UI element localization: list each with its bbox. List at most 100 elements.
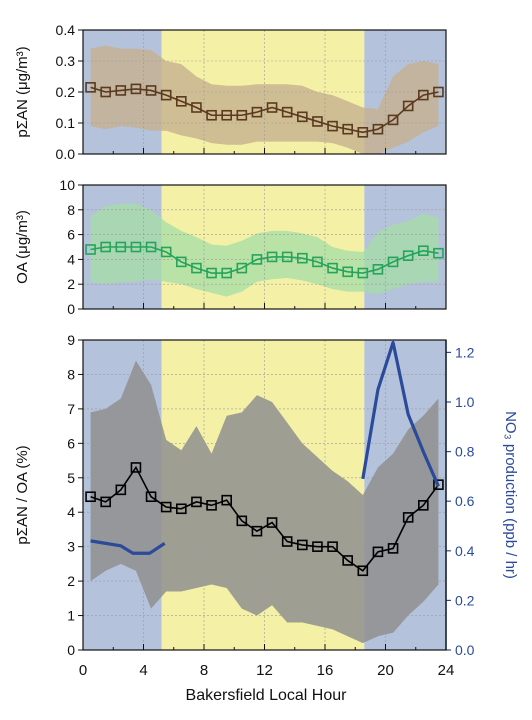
oa-data-point — [342, 266, 353, 278]
shared-x-axis: 0 4 8 12 16 20 24 — [79, 662, 455, 679]
pan-data-point — [433, 86, 444, 98]
oa-data-point — [130, 241, 142, 253]
ratio-data-point — [160, 501, 172, 513]
ratio-data-point — [387, 543, 399, 554]
y2-tick-label: 0.2 — [455, 592, 475, 608]
ratio-data-point — [402, 512, 414, 523]
oa-data-point — [297, 252, 308, 264]
ratio-data-point — [236, 515, 248, 527]
y-axis-label: pΣAN (μg/m³) — [14, 46, 31, 137]
ratio-data-point — [145, 491, 157, 503]
oa-data-point — [236, 262, 248, 274]
oa-data-point — [387, 256, 399, 268]
y-axis-label: pΣAN / OA (%) — [14, 445, 31, 544]
y-tick-label: 9 — [67, 332, 75, 348]
oa-data-point — [100, 241, 111, 253]
y-tick-label: 10 — [59, 177, 75, 193]
y2-tick-label: 0.4 — [455, 543, 475, 559]
oa-data-point — [176, 256, 187, 268]
ratio-data-point — [342, 555, 353, 566]
ratio-data-point — [130, 462, 142, 473]
y-tick-label: 0 — [67, 301, 75, 317]
y-tick-label: 0 — [67, 642, 75, 658]
pan-data-point — [206, 109, 217, 121]
pan-data-point — [342, 123, 353, 135]
ratio-data-point — [100, 496, 111, 508]
x-tick-label: 0 — [79, 662, 87, 679]
panel-frame — [82, 339, 447, 651]
oa-data-point — [357, 267, 369, 279]
y-axis-label: OA (μg/m³) — [14, 210, 31, 284]
pan-data-point — [402, 100, 414, 112]
pan-data-point — [357, 127, 369, 138]
oa-data-point — [160, 246, 172, 258]
pan-data-point — [327, 120, 338, 132]
panel-pan: 0.0 0.1 0.2 0.3 0.4 pΣAN (μg/m³) — [14, 22, 447, 162]
no3-production-line — [90, 539, 166, 555]
pan-data-point — [266, 102, 278, 113]
pan-data-point — [312, 116, 323, 127]
y-tick-label: 0.4 — [56, 22, 76, 38]
panel-ratio-no3: 0 1 2 3 4 5 6 7 8 9 0.0 0.2 0.4 0.6 0.8 1.0 1.2 NO₃ produ… — [14, 332, 519, 658]
oa-data-point — [266, 251, 278, 263]
oa-data-point — [372, 264, 384, 275]
y2-tick-label: 0.0 — [455, 642, 475, 658]
no3-production-line — [361, 340, 440, 487]
pan-data-point — [251, 106, 263, 118]
pan-data-point — [297, 111, 308, 123]
pan-data-point — [130, 83, 142, 95]
y-tick-label: 3 — [67, 539, 75, 555]
y2-tick-label: 1.0 — [455, 394, 475, 410]
ratio-data-point — [191, 496, 202, 508]
oa-data-point — [418, 245, 429, 257]
pan-data-point — [160, 89, 172, 101]
oa-data-point — [191, 262, 202, 274]
y-tick-label: 5 — [67, 470, 75, 486]
pan-data-point — [372, 123, 384, 135]
x-axis-label: Bakersfield Local Hour — [186, 687, 348, 704]
oa-series-line — [90, 246, 439, 274]
y-tick-label: 8 — [67, 202, 75, 218]
ratio-data-point — [357, 565, 369, 577]
oa-data-point — [145, 241, 157, 253]
y-tick-label: 0.0 — [56, 146, 76, 162]
ratio-data-point — [176, 503, 187, 515]
pan-data-point — [115, 85, 127, 96]
y-tick-label: 4 — [67, 251, 75, 267]
oa-data-point — [115, 241, 127, 253]
oa-data-point — [251, 254, 263, 265]
y-tick-label: 0.1 — [56, 115, 76, 131]
pan-data-point — [387, 114, 399, 126]
ratio-data-point — [312, 541, 323, 552]
y-tick-label: 0.2 — [56, 84, 76, 100]
x-tick-label: 16 — [317, 662, 334, 679]
x-tick-label: 20 — [377, 662, 394, 679]
y-tick-label: 7 — [67, 401, 75, 417]
panel-frame — [82, 184, 447, 310]
ratio-data-point — [266, 517, 278, 528]
pan-data-point — [191, 102, 202, 113]
x-tick-label: 24 — [438, 662, 455, 679]
pan-data-point — [418, 89, 429, 101]
x-tick-label: 12 — [256, 662, 273, 679]
pan-series-line — [90, 86, 439, 134]
oa-data-point — [221, 267, 232, 279]
x-tick-label: 8 — [200, 662, 208, 679]
ratio-data-point — [281, 536, 293, 547]
ratio-data-point — [85, 491, 96, 503]
pan-data-point — [145, 85, 157, 96]
ratio-data-point — [115, 484, 127, 496]
y-tick-label: 8 — [67, 366, 75, 382]
oa-data-point — [206, 267, 217, 279]
pan-data-point — [281, 106, 293, 118]
ratio-data-point — [327, 541, 338, 552]
oa-data-point — [85, 244, 96, 255]
y2-tick-label: 1.2 — [455, 344, 475, 360]
ratio-data-point — [206, 500, 217, 511]
y-tick-label: 2 — [67, 573, 75, 589]
ratio-data-point — [251, 525, 263, 537]
pan-data-point — [85, 82, 96, 93]
y2-tick-label: 0.8 — [455, 444, 475, 460]
pan-data-point — [236, 109, 248, 121]
